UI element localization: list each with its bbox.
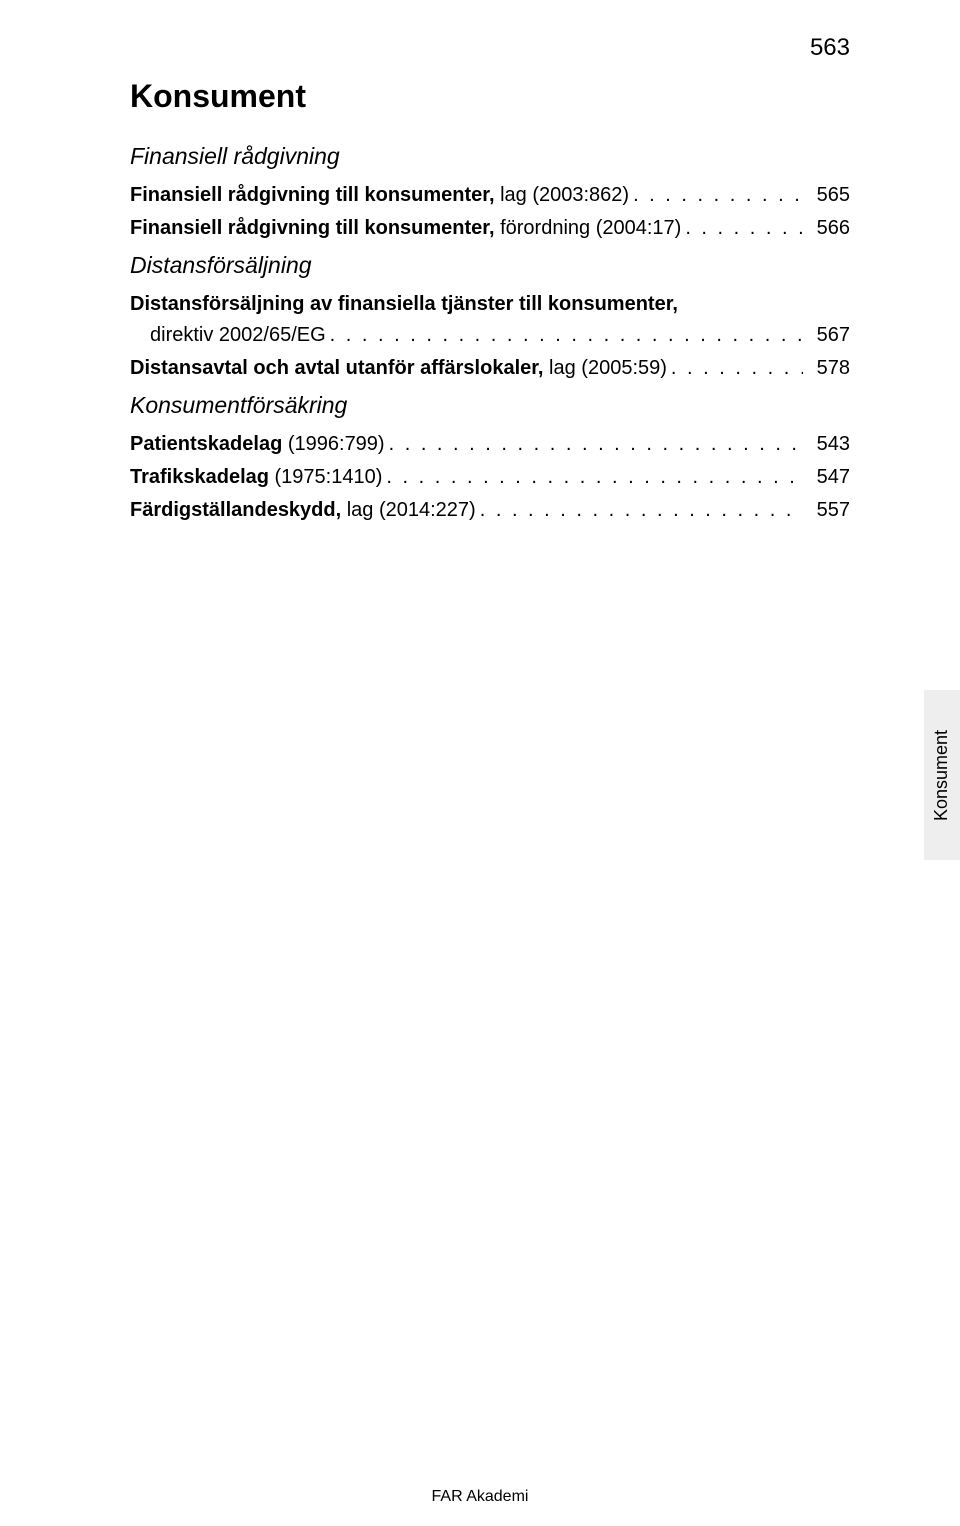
page-container: 563 Konsument Finansiell rådgivning Fina… bbox=[0, 0, 960, 526]
toc-entry: Patientskadelag (1996:799) 543 bbox=[130, 429, 850, 460]
toc-entry: Trafikskadelag (1975:1410) 547 bbox=[130, 462, 850, 493]
toc-leader-dots bbox=[667, 353, 803, 384]
toc-page-ref: 547 bbox=[803, 462, 850, 493]
toc-leader-dots bbox=[476, 495, 803, 526]
footer-publisher: FAR Akademi bbox=[0, 1488, 960, 1506]
toc-leader-dots bbox=[326, 320, 803, 351]
toc-label: Patientskadelag (1996:799) bbox=[130, 429, 385, 460]
side-tab-label: Konsument bbox=[932, 729, 953, 820]
page-number-top: 563 bbox=[810, 34, 850, 62]
toc-label: Finansiell rådgivning till konsumenter, … bbox=[130, 213, 681, 244]
toc-label: Färdigställandeskydd, lag (2014:227) bbox=[130, 495, 476, 526]
section-title: Distansförsäljning bbox=[130, 252, 850, 279]
toc-page-ref: 543 bbox=[803, 429, 850, 460]
toc-label: direktiv 2002/65/EG bbox=[150, 320, 326, 351]
toc-entry-line1: Distansförsäljning av finansiella tjänst… bbox=[130, 289, 850, 320]
toc-page-ref: 567 bbox=[803, 320, 850, 351]
toc-page-ref: 578 bbox=[803, 353, 850, 384]
toc-entry: Distansavtal och avtal utanför affärslok… bbox=[130, 353, 850, 384]
toc-leader-dots bbox=[629, 180, 803, 211]
toc-leader-dots bbox=[385, 429, 803, 460]
toc-entry: direktiv 2002/65/EG 567 bbox=[130, 320, 850, 351]
section-title: Konsumentförsäkring bbox=[130, 392, 850, 419]
toc-page-ref: 566 bbox=[803, 213, 850, 244]
side-tab: Konsument bbox=[924, 690, 960, 860]
toc-page-ref: 557 bbox=[803, 495, 850, 526]
toc-leader-dots bbox=[382, 462, 802, 493]
toc-entry: Finansiell rådgivning till konsumenter, … bbox=[130, 213, 850, 244]
toc-label: Distansavtal och avtal utanför affärslok… bbox=[130, 353, 667, 384]
toc-label: Finansiell rådgivning till konsumenter, … bbox=[130, 180, 629, 211]
main-heading: Konsument bbox=[130, 78, 850, 115]
toc-leader-dots bbox=[681, 213, 802, 244]
toc-entry: Finansiell rådgivning till konsumenter, … bbox=[130, 180, 850, 211]
section-title: Finansiell rådgivning bbox=[130, 143, 850, 170]
toc-page-ref: 565 bbox=[803, 180, 850, 211]
toc-label: Trafikskadelag (1975:1410) bbox=[130, 462, 382, 493]
toc-entry: Färdigställandeskydd, lag (2014:227) 557 bbox=[130, 495, 850, 526]
